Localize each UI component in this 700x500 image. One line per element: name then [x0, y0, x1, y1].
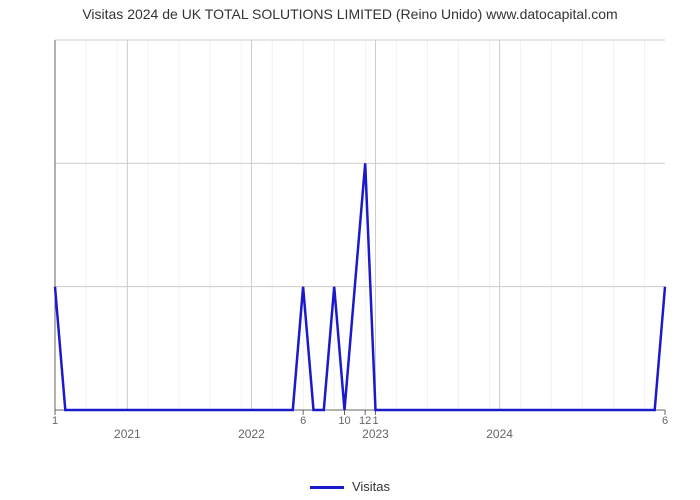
svg-text:1: 1 [52, 415, 58, 427]
svg-text:1: 1 [372, 415, 378, 427]
legend: Visitas [0, 479, 700, 494]
svg-text:2024: 2024 [486, 427, 513, 440]
svg-text:6: 6 [662, 415, 668, 427]
svg-text:10: 10 [338, 415, 350, 427]
svg-text:2022: 2022 [238, 427, 265, 440]
chart-container: Visitas 2024 de UK TOTAL SOLUTIONS LIMIT… [0, 0, 700, 500]
chart-title: Visitas 2024 de UK TOTAL SOLUTIONS LIMIT… [0, 6, 700, 22]
svg-text:2023: 2023 [362, 427, 389, 440]
legend-label: Visitas [352, 479, 390, 494]
svg-text:6: 6 [300, 415, 306, 427]
svg-text:2021: 2021 [114, 427, 141, 440]
plot-area: 0123202120222023202416101216 [45, 30, 675, 440]
legend-swatch [310, 486, 344, 489]
svg-text:12: 12 [359, 415, 371, 427]
